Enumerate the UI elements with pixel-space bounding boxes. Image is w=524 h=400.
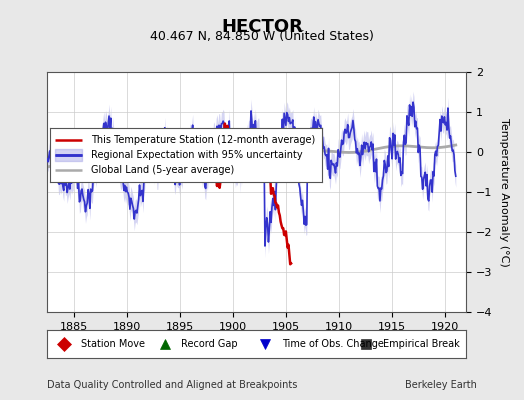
Text: Berkeley Earth: Berkeley Earth — [405, 380, 477, 390]
Text: Time of Obs. Change: Time of Obs. Change — [282, 339, 384, 349]
Text: This Temperature Station (12-month average): This Temperature Station (12-month avera… — [91, 135, 315, 145]
Text: Data Quality Controlled and Aligned at Breakpoints: Data Quality Controlled and Aligned at B… — [47, 380, 298, 390]
Text: Global Land (5-year average): Global Land (5-year average) — [91, 165, 234, 175]
Y-axis label: Temperature Anomaly (°C): Temperature Anomaly (°C) — [499, 118, 509, 266]
Text: Regional Expectation with 95% uncertainty: Regional Expectation with 95% uncertaint… — [91, 150, 302, 160]
Text: 40.467 N, 84.850 W (United States): 40.467 N, 84.850 W (United States) — [150, 30, 374, 43]
Text: Station Move: Station Move — [81, 339, 145, 349]
Text: HECTOR: HECTOR — [221, 18, 303, 36]
Text: Empirical Break: Empirical Break — [383, 339, 459, 349]
Text: Record Gap: Record Gap — [181, 339, 238, 349]
